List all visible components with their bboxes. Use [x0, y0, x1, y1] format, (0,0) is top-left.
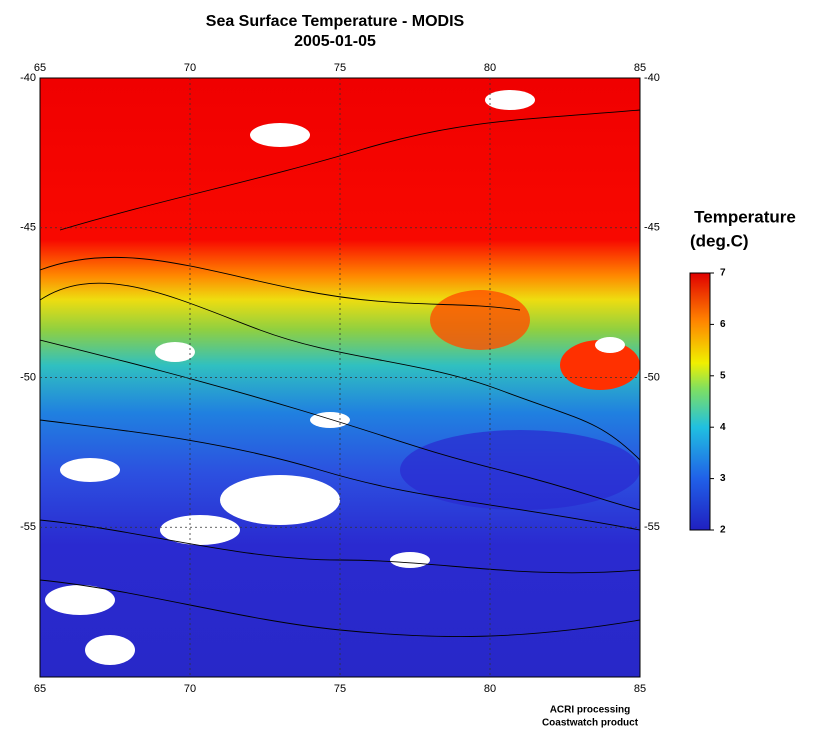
lat-tick-label: -45 [20, 222, 36, 234]
lon-tick-label: 80 [484, 62, 496, 74]
map-date: 2005-01-05 [294, 33, 376, 50]
lat-tick-label: -55 [644, 521, 660, 533]
colorbar-tick-label: 4 [720, 422, 726, 433]
colorbar-tick-label: 5 [720, 370, 726, 381]
colorbar-tick-label: 7 [720, 268, 726, 279]
cold-patch [400, 430, 640, 510]
bathymetry-contours [40, 109, 640, 637]
colorbar-tick-label: 6 [720, 319, 726, 330]
colorbar-title: Temperature [694, 207, 796, 226]
lat-tick-label: -50 [20, 371, 36, 383]
lon-tick-label: 70 [184, 62, 196, 74]
warm-eddy [430, 290, 530, 350]
lon-tick-label: 85 [634, 683, 646, 695]
lat-tick-label: -40 [20, 72, 36, 84]
lon-tick-label: 75 [334, 683, 346, 695]
map-title: Sea Surface Temperature - MODIS [206, 13, 465, 30]
lon-tick-label: 80 [484, 683, 496, 695]
lat-tick-label: -55 [20, 521, 36, 533]
credit: ACRI processing [550, 705, 631, 716]
lon-tick-label: 65 [34, 683, 46, 695]
lon-tick-label: 70 [184, 683, 196, 695]
lon-tick-label: 65 [34, 62, 46, 74]
colorbar-tick-label: 2 [720, 525, 726, 536]
credit: Coastwatch product [542, 718, 639, 729]
colorbar-tick-label: 3 [720, 473, 726, 484]
lat-tick-label: -45 [644, 222, 660, 234]
lon-tick-label: 85 [634, 62, 646, 74]
colorbar [689, 272, 711, 531]
lat-tick-label: -50 [644, 371, 660, 383]
lat-tick-label: -40 [644, 72, 660, 84]
lon-tick-label: 75 [334, 62, 346, 74]
colorbar-unit: (deg.C) [690, 231, 749, 250]
